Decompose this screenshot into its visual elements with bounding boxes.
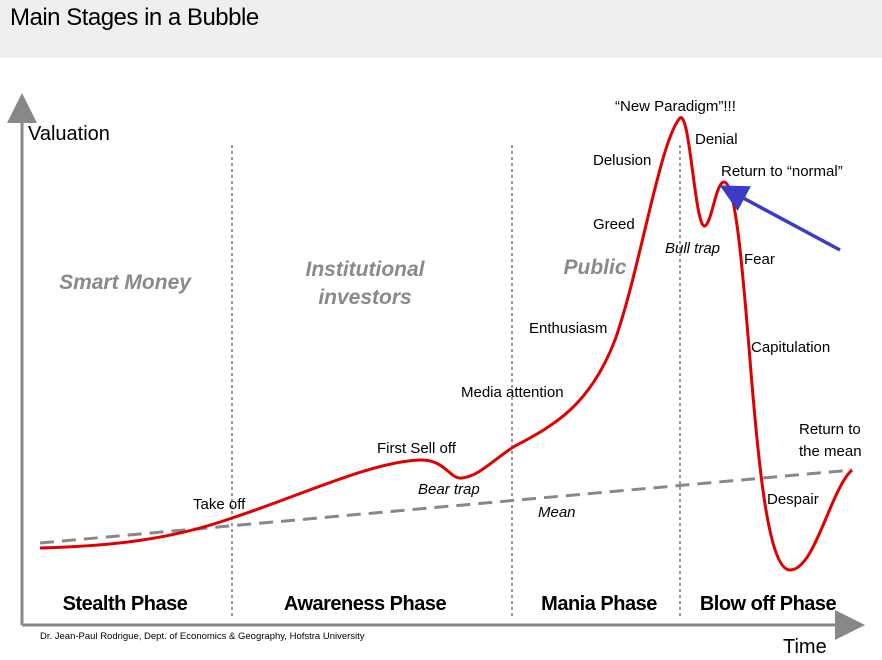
credit: Dr. Jean-Paul Rodrigue, Dept. of Economi… [40,631,365,642]
phase-dividers [231,145,681,618]
stage-label: Bear trap [418,481,480,498]
stage-label: Bull trap [665,240,721,257]
y-axis-label: Valuation [28,123,110,145]
stage-label: Delusion [593,152,652,169]
group-label: Smart Money [59,271,191,294]
stage-label: Return to “normal” [721,163,843,180]
mean-label: Mean [538,504,576,521]
stage-label: Return to the mean [799,421,862,460]
stage-label: Capitulation [751,339,831,356]
x-axis-label: Time [783,636,827,658]
header-bar [0,0,882,58]
stage-label: “New Paradigm”!!! [615,98,736,115]
mean-line [39,468,853,545]
stage-label: Greed [593,216,635,233]
stage-label: Media attention [461,384,564,401]
group-label: Institutional investors [305,258,425,309]
stage-label: First Sell off [377,440,456,457]
stage-label: Fear [744,251,775,268]
title: Main Stages in a Bubble [10,4,259,31]
stage-label: Take off [193,496,246,513]
bubble-curve [39,116,854,572]
phase-label: Blow off Phase [699,593,837,615]
phase-label: Mania Phase [541,593,657,615]
stage-label: Despair [767,491,819,508]
phase-label: Awareness Phase [283,593,447,615]
group-label: Public [563,256,627,279]
phase-label: Stealth Phase [62,593,188,615]
stage-label: Enthusiasm [529,320,608,337]
pointer-arrow [719,185,841,252]
stage-label: Denial [695,131,738,148]
